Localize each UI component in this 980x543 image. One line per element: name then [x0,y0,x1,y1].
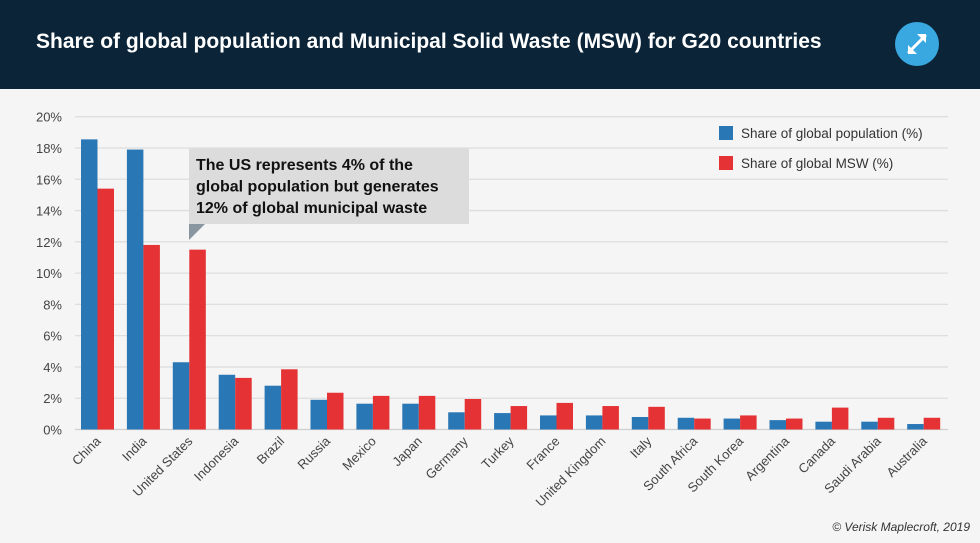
header-bar: Share of global population and Municipal… [0,0,980,89]
bar-msw [740,415,757,430]
y-tick-label: 12% [36,235,62,250]
y-tick-label: 16% [36,172,62,187]
legend-swatch-population [719,126,733,140]
y-tick-label: 4% [43,360,62,375]
bar-msw [372,395,390,430]
bar-msw [510,406,528,430]
x-tick-label: Russia [294,433,333,472]
y-tick-label: 10% [36,266,62,281]
bar-population [815,421,832,430]
bar-msw [464,399,482,430]
bar-population [494,413,511,430]
x-tick-label: France [523,434,562,473]
x-tick-label: Argentina [742,433,793,484]
y-tick-label: 0% [43,423,62,438]
legend-label: Share of global population (%) [741,126,923,141]
x-tick-label: Turkey [478,433,517,472]
bar-population [264,385,282,430]
bar-msw [877,417,895,430]
x-tick-label: India [119,433,150,464]
bar-population [861,421,878,430]
x-tick-label: Canada [795,433,838,476]
bar-msw [786,418,803,430]
bar-population [907,424,924,430]
bar-msw [694,418,711,430]
bar-msw [923,417,941,430]
bar-msw [648,406,665,430]
x-tick-label: China [69,433,104,468]
expand-button[interactable] [895,22,939,66]
bar-population [631,416,649,430]
y-tick-label: 18% [36,141,62,156]
bar-population [585,415,603,430]
bar-msw [556,402,573,430]
x-tick-label: Indonesia [191,433,242,484]
bar-population [677,417,695,430]
bar-population [769,420,786,430]
bar-msw [97,188,114,430]
annotation-box [189,148,469,224]
bar-msw [602,406,619,430]
bar-msw [143,244,160,430]
bar-population [356,403,373,430]
y-tick-label: 2% [43,391,62,406]
annotation-text: global population but generates [196,179,439,196]
x-tick-label: Australia [883,433,930,480]
bar-population [310,399,327,430]
x-tick-label: Mexico [339,434,379,474]
bar-population [402,403,419,430]
bar-msw [831,407,849,430]
bar-msw [189,249,206,430]
bar-msw [281,369,298,430]
x-tick-label: Japan [389,434,425,470]
annotation-pointer [189,224,205,240]
bar-population [218,374,236,430]
legend-label: Share of global MSW (%) [741,156,893,171]
y-tick-label: 20% [36,110,62,125]
x-tick-label: Brazil [254,433,288,467]
bar-msw [235,377,252,430]
annotation-text: 12% of global municipal waste [196,200,427,217]
bar-population [540,415,557,430]
y-tick-label: 14% [36,204,62,219]
bar-population [723,418,741,430]
y-tick-label: 6% [43,329,62,344]
bar-msw [418,395,436,430]
x-tick-label: Germany [422,433,471,482]
bar-population [126,149,144,430]
bar-population [81,139,98,430]
bar-msw [327,392,344,430]
expand-arrows-icon [907,34,927,54]
x-tick-label: Italy [627,433,655,461]
legend-swatch-msw [719,156,733,170]
y-tick-label: 8% [43,297,62,312]
annotation-text: The US represents 4% of the [196,157,413,174]
chart-title: Share of global population and Municipal… [36,30,822,53]
bar-population [448,412,465,430]
bar-population [172,362,190,430]
credit: © Verisk Maplecroft, 2019 [832,520,970,534]
